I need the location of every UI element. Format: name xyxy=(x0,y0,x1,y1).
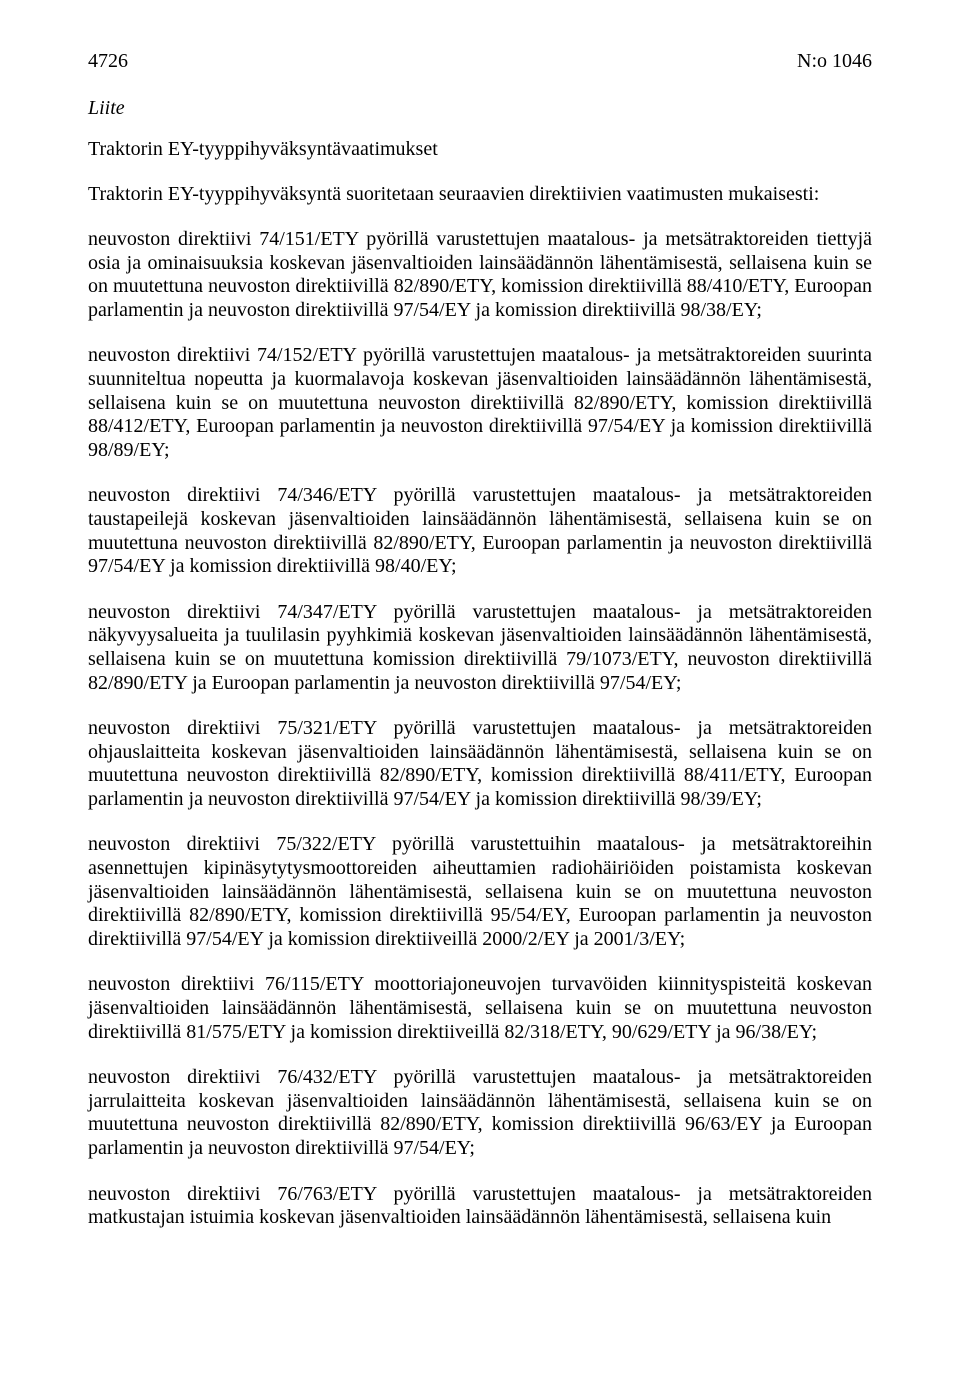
document-title: Traktorin EY-tyyppihyväksyntävaatimukset xyxy=(88,138,872,161)
directive-paragraph: neuvoston direktiivi 76/432/ETY pyörillä… xyxy=(88,1066,872,1160)
intro-text: Traktorin EY-tyyppihyväksyntä suoritetaa… xyxy=(88,183,872,206)
directive-paragraph: neuvoston direktiivi 76/763/ETY pyörillä… xyxy=(88,1183,872,1230)
directive-paragraph: neuvoston direktiivi 75/322/ETY pyörillä… xyxy=(88,833,872,951)
directive-paragraph: neuvoston direktiivi 75/321/ETY pyörillä… xyxy=(88,717,872,811)
page-number: 4726 xyxy=(88,50,128,73)
directive-paragraph: neuvoston direktiivi 74/151/ETY pyörillä… xyxy=(88,228,872,322)
directive-paragraph: neuvoston direktiivi 74/347/ETY pyörillä… xyxy=(88,601,872,695)
directive-paragraph: neuvoston direktiivi 74/346/ETY pyörillä… xyxy=(88,484,872,578)
directive-paragraph: neuvoston direktiivi 74/152/ETY pyörillä… xyxy=(88,344,872,462)
directive-paragraph: neuvoston direktiivi 76/115/ETY moottori… xyxy=(88,973,872,1044)
document-number: N:o 1046 xyxy=(797,50,872,73)
annex-label: Liite xyxy=(88,97,872,120)
document-page: 4726 N:o 1046 Liite Traktorin EY-tyyppih… xyxy=(0,0,960,1375)
page-header: 4726 N:o 1046 xyxy=(88,50,872,73)
